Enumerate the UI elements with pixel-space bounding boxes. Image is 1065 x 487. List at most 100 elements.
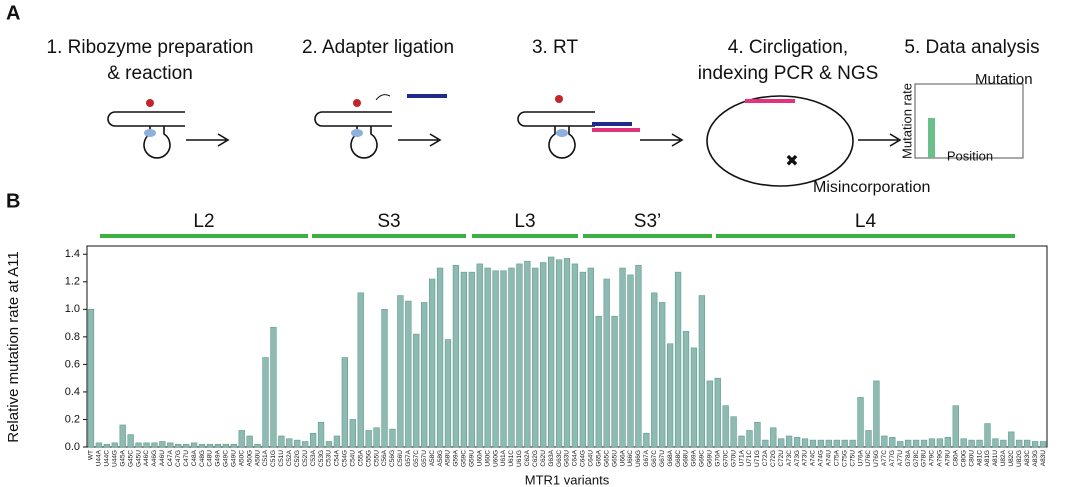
bar (1039, 441, 1047, 448)
bar (1031, 441, 1039, 448)
bar (563, 258, 571, 448)
bar (294, 439, 301, 448)
x-tick-label: A83U (1040, 450, 1047, 467)
x-tick-label: C47A (167, 449, 174, 466)
x-tick-label: C48A (191, 449, 198, 466)
x-tick-label: C80G (960, 450, 967, 467)
bar (127, 434, 134, 448)
x-tick-label: A81G (984, 450, 991, 467)
x-tick-label: G63A (548, 449, 555, 466)
x-tick-label: U66G (635, 450, 642, 467)
x-tick-label: A73G (794, 450, 801, 467)
bar (325, 441, 333, 448)
bar (873, 380, 880, 448)
bar (508, 267, 515, 448)
bar (143, 442, 150, 448)
step-title: & reaction (107, 63, 193, 84)
x-tick-label: G57A (405, 449, 412, 466)
step-title: 1. Ribozyme preparation (47, 37, 254, 58)
bar (198, 443, 206, 448)
bar (151, 442, 158, 448)
x-tick-label: U61A (500, 449, 507, 466)
x-tick-label: U60G (492, 450, 499, 467)
ribozyme-schematics (107, 94, 902, 187)
x-tick-label: A50U (254, 450, 261, 467)
bar (960, 438, 967, 448)
x-tick-label: C48G (199, 450, 206, 467)
region-label: L4 (855, 211, 877, 232)
bar (159, 441, 166, 448)
bar (103, 443, 110, 448)
bar (936, 438, 944, 448)
bar (659, 302, 666, 448)
x-tick-label: G70U (730, 450, 737, 467)
bar (532, 267, 539, 448)
annotation: Misincorporation (813, 179, 930, 196)
bar (801, 438, 809, 448)
bar (492, 270, 499, 448)
x-tick-label: C72G (770, 450, 777, 467)
x-tick-label: C54A (334, 449, 341, 466)
x-tick-label: G78A (905, 449, 912, 466)
bar (460, 271, 468, 448)
x-tick-label: G63U (564, 450, 571, 467)
step-title: 5. Data analysis (904, 37, 1039, 58)
bar (754, 421, 761, 448)
y-tick-label: 0.6 (65, 358, 80, 370)
x-tick-label: A58G (437, 450, 444, 467)
bar (119, 424, 126, 448)
bar (357, 292, 364, 448)
x-tick-label: U44A (96, 449, 103, 466)
x-tick-label: G67C (651, 450, 658, 467)
x-tick-label: C47G (175, 450, 182, 467)
x-tick-label: G65C (603, 450, 610, 467)
bar (389, 428, 396, 448)
x-tick-label: C80U (968, 450, 975, 467)
x-tick-label: A81C (976, 450, 983, 467)
x-tick-label: C64U (588, 450, 595, 467)
region-label: S3’ (634, 211, 661, 232)
x-tick-label: A83G (1032, 450, 1039, 467)
y-tick-label: 0.8 (65, 331, 80, 343)
x-tick-label: C62G (532, 450, 539, 467)
bar (944, 437, 951, 448)
bar (571, 263, 579, 448)
x-tick-label: G59A (453, 449, 460, 466)
bar (762, 439, 769, 448)
bar (413, 333, 420, 448)
step-title: 2. Adapter ligation (302, 37, 454, 58)
bar (1024, 439, 1031, 448)
x-axis-label: MTR1 variants (525, 472, 610, 487)
x-tick-label: C53G (318, 450, 325, 467)
bar (317, 421, 325, 448)
bar (849, 439, 856, 448)
x-tick-label: C56U (397, 450, 404, 467)
bar (270, 326, 277, 448)
bar (928, 438, 936, 448)
bar (666, 343, 674, 448)
y-tick-label: 1.4 (65, 248, 80, 260)
y-tick-label: 1.2 (65, 276, 80, 288)
bar (912, 439, 920, 448)
x-tick-label: C75G (841, 450, 848, 467)
svg-text:✖: ✖ (785, 153, 798, 170)
y-tick-label: 0.0 (65, 441, 80, 453)
x-tick-label: U44C (104, 450, 111, 467)
x-tick-label: A74G (818, 450, 825, 467)
bar (722, 405, 729, 448)
x-tick-label: G69C (699, 450, 706, 467)
bar (651, 292, 658, 448)
bar (714, 377, 721, 448)
x-tick-label: G57U (421, 450, 428, 467)
x-tick-label: U71C (746, 450, 753, 467)
bar (349, 419, 356, 448)
bar (95, 442, 103, 448)
bar (222, 443, 229, 448)
x-tick-label: A77U (897, 450, 904, 467)
x-tick-label: C62U (540, 450, 547, 467)
x-tick-label: C72U (778, 450, 785, 467)
x-tick-label: G45A (119, 449, 126, 466)
schematic-details: ✖ (144, 83, 1024, 170)
x-tick-label: G68U (683, 450, 690, 467)
